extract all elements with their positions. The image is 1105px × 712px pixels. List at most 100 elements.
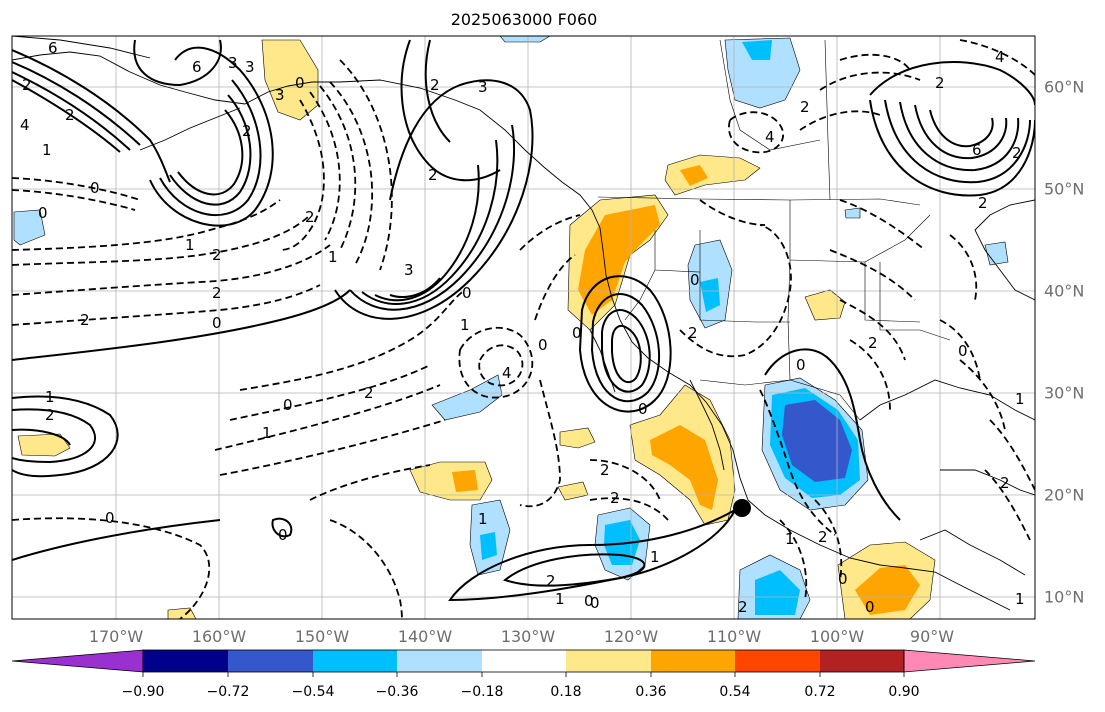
contour-label: 0 <box>796 356 806 374</box>
contour-label: 2 <box>800 98 810 116</box>
contour-label: 3 <box>478 78 488 96</box>
positive-shade <box>664 154 761 196</box>
contour-label: 2 <box>935 74 945 92</box>
colorbar-tick-label: 0.36 <box>635 684 667 700</box>
contour-label: 1 <box>460 316 470 334</box>
contour-label: 1 <box>185 236 195 254</box>
colorbar-tick-label: 0.54 <box>719 684 751 700</box>
colorbar-tick-label: −0.54 <box>291 684 335 700</box>
colorbar-bin <box>397 650 482 672</box>
contour-label: 1 <box>45 388 55 406</box>
lon-label: 160°W <box>191 627 247 646</box>
contour-label: 1 <box>555 590 565 608</box>
lon-label: 120°W <box>603 627 659 646</box>
negative-shade <box>700 278 720 312</box>
contour-label: 2 <box>364 384 374 402</box>
lat-label: 60°N <box>1044 77 1085 97</box>
colorbar-ticks <box>142 672 905 677</box>
contour-label: 0 <box>584 592 594 610</box>
positive-shade <box>409 461 493 501</box>
contour-label: 2 <box>305 208 315 226</box>
positive-shade <box>804 289 846 321</box>
contour-label: 0 <box>572 324 582 342</box>
positive-shade <box>855 565 920 615</box>
dashed-contours <box>12 39 1035 619</box>
shaded-fields <box>13 36 1009 619</box>
contour-label: 6 <box>192 58 202 76</box>
negative-shade <box>755 570 800 615</box>
lat-label: 10°N <box>1044 587 1085 607</box>
contour-label: 1 <box>478 510 488 528</box>
colorbar-tick-label: 0.72 <box>804 684 836 700</box>
contour-label: 1 <box>650 548 660 566</box>
colorbar-high-extension <box>903 649 1036 673</box>
colorbar-tick-label: −0.18 <box>460 684 504 700</box>
contour-label: 2 <box>212 284 222 302</box>
negative-shade <box>844 207 861 219</box>
contour-label: 0 <box>638 400 648 418</box>
solid-contours <box>12 39 1035 602</box>
contour-label: 2 <box>212 246 222 264</box>
colorbar-bin <box>566 650 651 672</box>
negative-shade <box>13 209 46 246</box>
contour-label: 2 <box>430 76 440 94</box>
contour-label: 6 <box>48 39 58 57</box>
contour-label: 0 <box>838 570 848 588</box>
black-dot-marker <box>733 499 751 517</box>
contour-label: 4 <box>20 116 30 134</box>
lon-label: 110°W <box>706 627 762 646</box>
contour-label: 0 <box>38 204 48 222</box>
colorbar <box>11 649 1036 677</box>
contour-label: 0 <box>295 74 305 92</box>
lon-label: 140°W <box>397 627 453 646</box>
contour-label: 2 <box>45 406 55 424</box>
lon-label: 150°W <box>294 627 350 646</box>
colorbar-bin <box>651 650 735 672</box>
lat-label: 30°N <box>1044 383 1085 403</box>
lat-label: 40°N <box>1044 281 1085 301</box>
contour-label: 0 <box>212 314 222 332</box>
colorbar-frame <box>142 649 905 673</box>
contour-label: 2 <box>1000 474 1010 492</box>
colorbar-bin <box>735 650 820 672</box>
contour-label: 4 <box>502 364 512 382</box>
contour-label: 3 <box>404 261 414 279</box>
lat-label: 20°N <box>1044 485 1085 505</box>
contour-label: 1 <box>1015 390 1025 408</box>
contour-label: 0 <box>590 594 600 612</box>
contour-label: 0 <box>105 509 115 527</box>
contour-label-layer: 6 6 3 2 2 4 1 0 0 1 2 2 0 2 0 3 3 0 2 1 … <box>20 39 1025 616</box>
positive-shade <box>557 481 589 501</box>
colorbar-tick-label: 0.18 <box>550 684 582 700</box>
colorbar-bin <box>143 650 228 672</box>
contour-label: 2 <box>978 194 988 212</box>
positive-shade <box>261 39 319 121</box>
contour-label: 2 <box>65 106 75 124</box>
contour-label: 2 <box>818 528 828 546</box>
contour-label: 2 <box>1012 144 1022 162</box>
contour-label: 0 <box>690 271 700 289</box>
positive-shade <box>650 425 718 510</box>
contour-label: 2 <box>428 166 438 184</box>
positive-shade <box>680 165 708 186</box>
contour-label: 1 <box>1015 590 1025 608</box>
lon-label: 130°W <box>500 627 556 646</box>
negative-shade <box>499 36 551 43</box>
contour-label: 1 <box>328 248 338 266</box>
contour-label: 6 <box>972 141 982 159</box>
colorbar-bin <box>228 650 313 672</box>
negative-shade <box>782 400 852 482</box>
negative-shade <box>431 374 503 421</box>
colorbar-tick-label: −0.36 <box>375 684 419 700</box>
coastlines <box>12 36 1035 611</box>
lon-label: 100°W <box>809 627 865 646</box>
contour-label: 0 <box>538 336 548 354</box>
colorbar-tick-label: −0.90 <box>121 684 165 700</box>
negative-shade <box>480 532 497 560</box>
colorbar-bin <box>313 650 397 672</box>
contour-label: 1 <box>785 530 795 548</box>
lon-label: 90°W <box>909 627 955 646</box>
contour-label: 0 <box>278 526 288 544</box>
contour-label: 2 <box>738 598 748 616</box>
